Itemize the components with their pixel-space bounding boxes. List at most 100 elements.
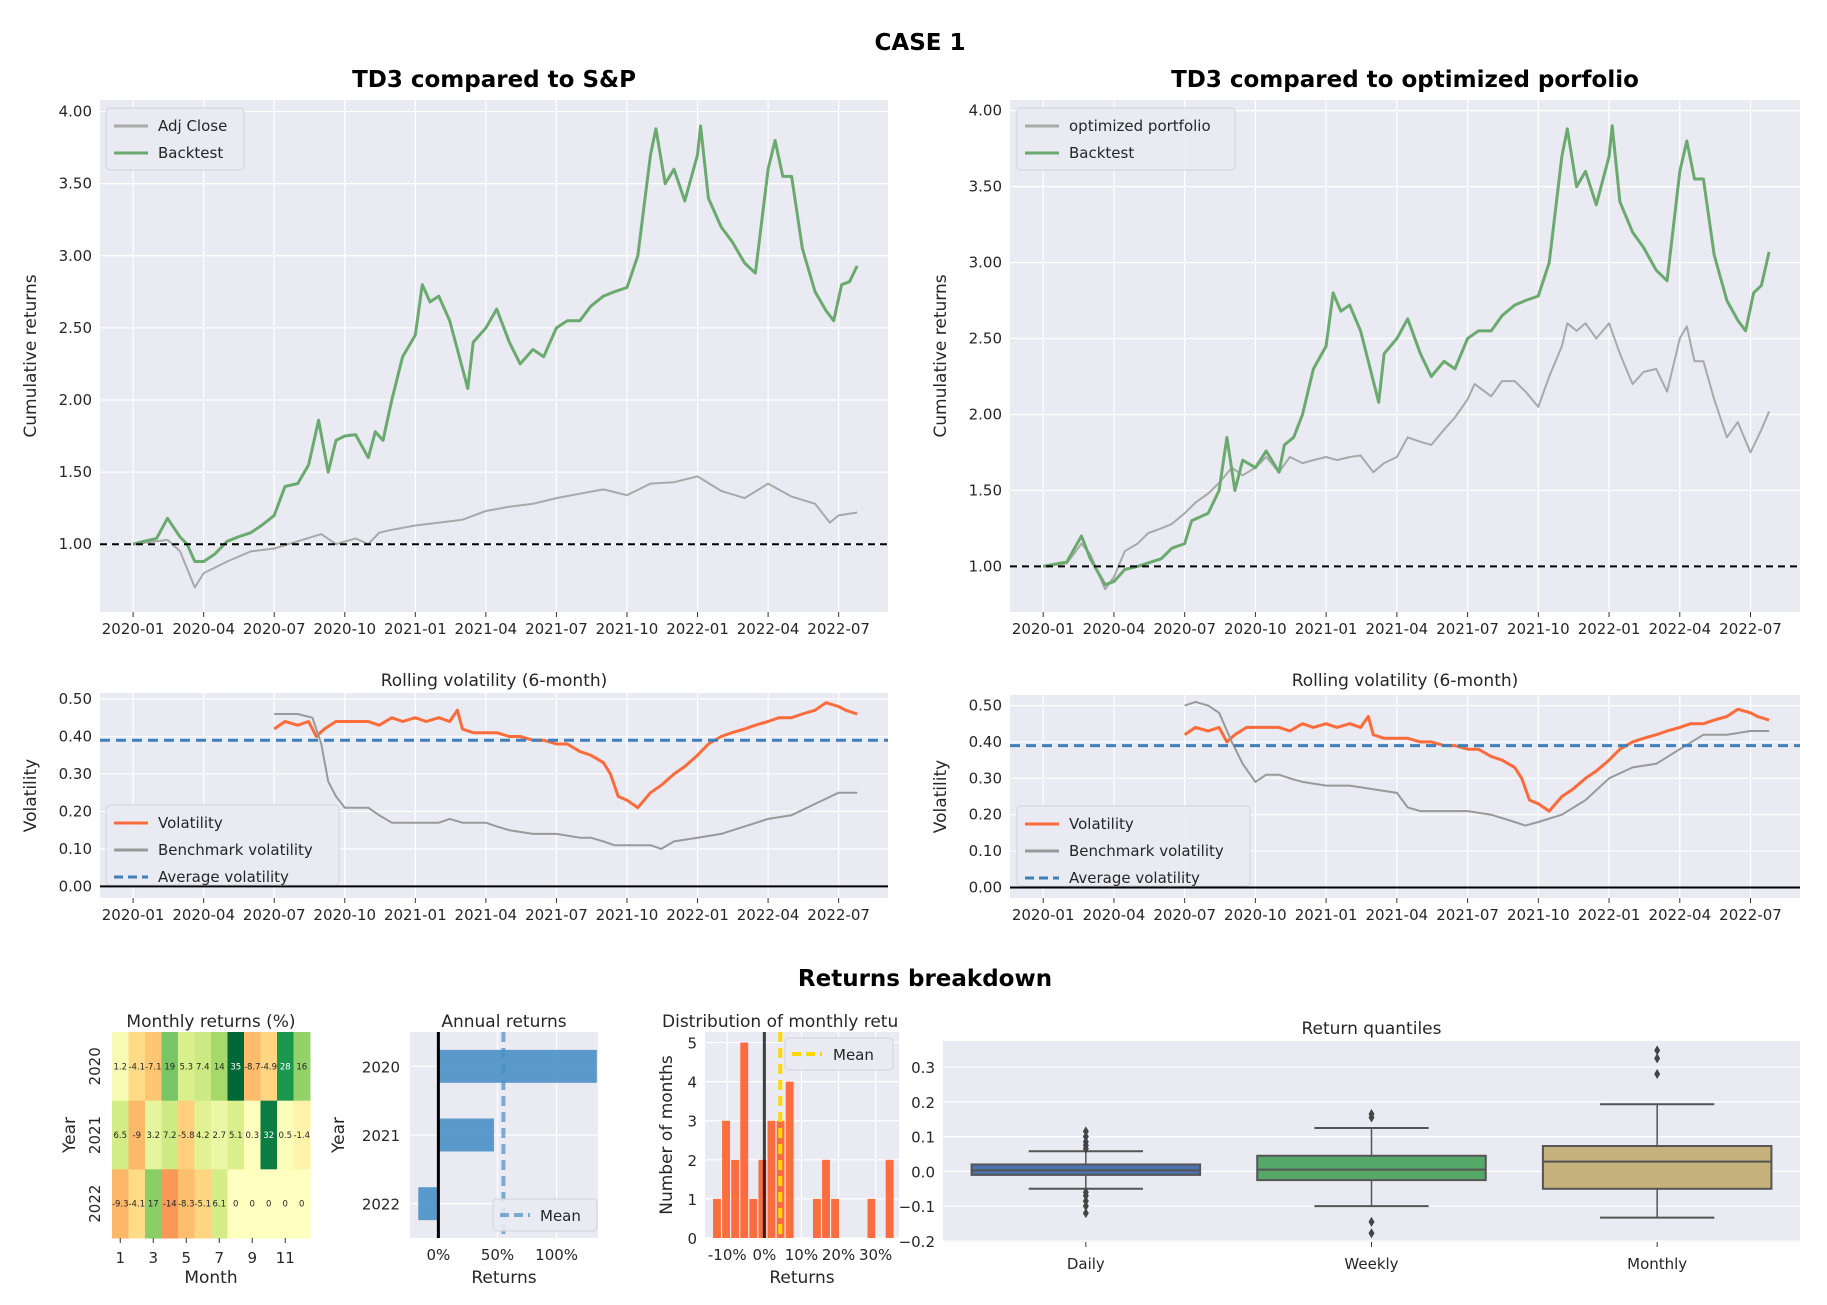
outlier-point xyxy=(1654,1045,1661,1056)
histogram-bar xyxy=(731,1159,740,1238)
chart-title: Return quantiles xyxy=(1301,1019,1441,1039)
y-tick-label: 1.00 xyxy=(969,557,1002,575)
chart-title: TD3 compared to optimized porfolio xyxy=(1171,67,1639,93)
box-daily: Daily xyxy=(970,1126,1202,1273)
y-tick-label: 1.00 xyxy=(59,535,92,553)
box-iqr xyxy=(1256,1154,1487,1182)
legend-box xyxy=(1016,107,1236,171)
outlier-point xyxy=(1368,1228,1375,1239)
x-tick-label: 30% xyxy=(859,1246,892,1264)
x-tick-label: 2020-04 xyxy=(1083,906,1146,924)
series-line-volatility xyxy=(1183,707,1770,813)
x-tick-label: 2020-07 xyxy=(1153,620,1216,638)
y-tick-label: 4.00 xyxy=(969,102,1002,120)
x-tick-label: 2020-07 xyxy=(1153,906,1216,924)
heatmap-cell-label: 0 xyxy=(233,1200,238,1210)
y-tick-label: 2.00 xyxy=(969,405,1002,423)
chart-return-quantiles: −0.2 −0.1 0.0 0.1 0.2 0.3 Daily Weekly Monthly Re… xyxy=(899,1019,1800,1273)
heatmap-cell xyxy=(194,1169,212,1239)
heatmap-cell xyxy=(277,1169,294,1239)
heatmap-cell xyxy=(260,1100,278,1170)
x-axis-label: Returns xyxy=(471,1268,536,1288)
y-tick-label: 1.50 xyxy=(59,463,92,481)
y-tick-label: 0.0 xyxy=(911,1163,935,1181)
x-axis-label: Month xyxy=(184,1268,237,1288)
x-tick-label: 0% xyxy=(426,1246,450,1264)
heatmap-cell xyxy=(211,1032,228,1102)
x-tick-label: 2022-01 xyxy=(1578,620,1641,638)
heatmap-cell xyxy=(161,1169,179,1239)
y-tick-label: 2022 xyxy=(86,1185,104,1223)
section-title: Returns breakdown xyxy=(798,966,1052,992)
x-tick-label: 2020-10 xyxy=(1224,620,1287,638)
x-tick-label: 2021-07 xyxy=(525,620,588,638)
y-tick-label: 3 xyxy=(687,1113,697,1131)
box-weekly: Weekly xyxy=(1256,1109,1487,1273)
heatmap-cell xyxy=(161,1100,179,1170)
series-line-optimized-portfolio xyxy=(1043,322,1771,591)
heatmap-cell-label: 5.1 xyxy=(229,1131,243,1141)
legend-label: optimized portfolio xyxy=(1069,117,1211,135)
x-tick-label: 2020-04 xyxy=(172,620,235,638)
legend-label: Volatility xyxy=(158,814,223,832)
x-tick-label: 2021-10 xyxy=(1507,906,1570,924)
heatmap-cell-label: 0 xyxy=(299,1200,304,1210)
y-axis-label: Year xyxy=(60,1117,80,1154)
x-tick-label: 2021-10 xyxy=(1507,620,1570,638)
y-tick-label: 0.20 xyxy=(59,802,92,820)
series-line-backtest xyxy=(132,124,859,563)
x-tick-label: 2021-01 xyxy=(384,620,447,638)
heatmap-cell-label: 0.3 xyxy=(245,1131,259,1141)
heatmap-cell-label: 0.5 xyxy=(278,1131,292,1141)
histogram-bar xyxy=(867,1198,876,1238)
heatmap-cell-label: 35 xyxy=(230,1062,241,1072)
outlier-point xyxy=(1082,1143,1089,1154)
legend: Adj Close Backtest xyxy=(105,107,245,171)
outlier-point xyxy=(1082,1131,1089,1142)
heatmap-cell xyxy=(178,1169,195,1239)
series-line-adj-close xyxy=(132,475,858,589)
heatmap-cell-label: 7.4 xyxy=(196,1062,210,1072)
histogram-bar xyxy=(785,1081,794,1238)
box-iqr xyxy=(1541,1145,1773,1190)
heatmap-cell xyxy=(145,1100,162,1170)
x-tick-label: 2021-04 xyxy=(455,906,518,924)
figure-title: CASE 1 xyxy=(875,30,966,56)
x-tick-label: 20% xyxy=(822,1246,855,1264)
heatmap-cell-label: 0 xyxy=(283,1200,288,1210)
y-tick-label: −0.2 xyxy=(899,1233,935,1251)
chart-vol_sp: 2020-01 2020-04 2020-07 2020-10 2021-01 2021-… xyxy=(21,671,888,924)
y-tick-label: 0.00 xyxy=(969,878,1002,896)
y-tick-label: 1 xyxy=(687,1191,697,1209)
legend-label: Benchmark volatility xyxy=(1069,842,1224,860)
heatmap-cell-label: -7.1 xyxy=(145,1062,162,1072)
legend-label: Average volatility xyxy=(1069,869,1200,887)
x-tick-label: 2021-01 xyxy=(1295,620,1358,638)
heatmap-cell-label: 0 xyxy=(266,1200,271,1210)
heatmap-cell-label: 19 xyxy=(164,1062,175,1072)
y-tick-label: 0.10 xyxy=(59,840,92,858)
heatmap-cell-label: -5.8 xyxy=(178,1131,195,1141)
y-axis-label: Volatility xyxy=(931,760,951,833)
x-tick-label: 2021-04 xyxy=(455,620,518,638)
y-tick-label: 0.30 xyxy=(969,769,1002,787)
chart-title: TD3 compared to S&P xyxy=(352,67,636,93)
outlier-point xyxy=(1368,1109,1375,1120)
legend-label: Adj Close xyxy=(158,117,227,135)
y-tick-label: 2.50 xyxy=(59,319,92,337)
heatmap-cell xyxy=(112,1100,129,1170)
heatmap-cell xyxy=(211,1100,228,1170)
y-axis-label: Cumulative returns xyxy=(931,274,951,437)
x-tick-label: 2022-07 xyxy=(807,906,870,924)
histogram-bar xyxy=(767,1120,776,1238)
histogram-bar xyxy=(758,1159,767,1238)
heatmap-cell-label: -4.1 xyxy=(128,1062,145,1072)
heatmap-cell xyxy=(244,1100,261,1170)
heatmap-cell xyxy=(293,1100,311,1170)
x-tick-label: 2022-01 xyxy=(666,620,729,638)
heatmap-cell xyxy=(178,1100,195,1170)
outlier-point xyxy=(1368,1216,1375,1227)
y-tick-label: 3.50 xyxy=(969,178,1002,196)
y-tick-label: 2021 xyxy=(86,1116,104,1154)
y-tick-label: 0.2 xyxy=(911,1094,935,1112)
